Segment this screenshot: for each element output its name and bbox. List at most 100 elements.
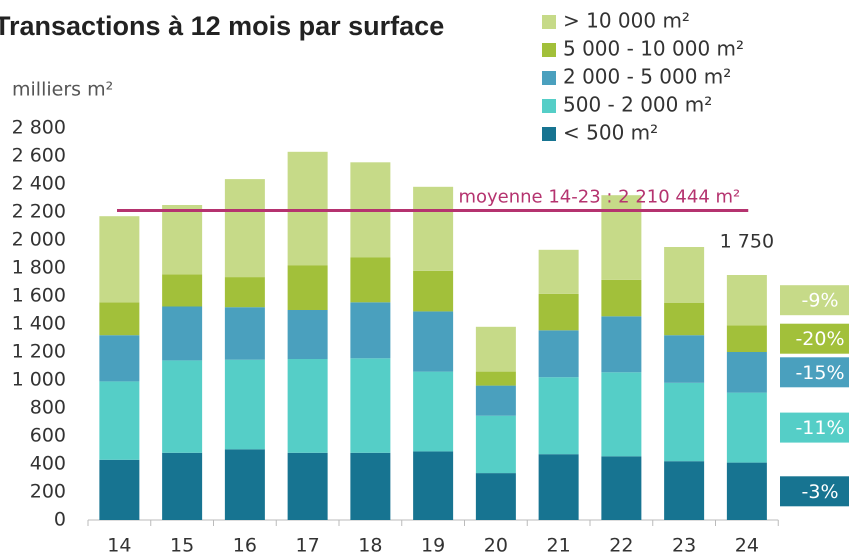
bar-segment xyxy=(726,275,767,326)
bar-segment xyxy=(162,306,203,361)
bar-segment xyxy=(99,335,140,382)
change-label: -9% xyxy=(802,290,839,312)
change-box xyxy=(780,476,849,507)
x-tick-label: 20 xyxy=(484,535,508,554)
bar-segment xyxy=(224,359,265,450)
bar-segment xyxy=(99,216,140,303)
y-tick-label: 0 xyxy=(54,509,66,531)
bar-segment xyxy=(162,360,203,453)
bar-segment xyxy=(538,249,579,294)
bar-segment xyxy=(99,459,140,520)
x-tick-label: 14 xyxy=(107,535,131,554)
x-tick-label: 16 xyxy=(233,535,257,554)
change-box xyxy=(780,323,849,354)
x-tick-label: 18 xyxy=(358,535,382,554)
y-tick-label: 2 000 xyxy=(12,229,66,251)
bar-segment xyxy=(224,179,265,278)
x-tick-label: 22 xyxy=(609,535,633,554)
bar-segment xyxy=(413,270,454,312)
bar-segment xyxy=(475,473,516,520)
y-tick-label: 1 000 xyxy=(12,369,66,391)
y-tick-label: 600 xyxy=(30,425,66,447)
bar-segment xyxy=(350,452,391,520)
bar-segment xyxy=(538,330,579,378)
bar-segment xyxy=(664,247,705,303)
bar-segment xyxy=(162,452,203,520)
bar-segment xyxy=(162,274,203,307)
y-tick-label: 200 xyxy=(30,481,66,503)
y-tick-label: 2 400 xyxy=(12,173,66,195)
total-label: 1 750 xyxy=(720,231,774,253)
bar-segment xyxy=(350,358,391,453)
legend-swatch xyxy=(542,43,556,57)
bar-segment xyxy=(538,377,579,455)
x-tick-label: 15 xyxy=(170,535,194,554)
bar-segment xyxy=(413,371,454,452)
bar-segment xyxy=(664,335,705,383)
y-tick-label: 1 200 xyxy=(12,341,66,363)
bar-segment xyxy=(726,462,767,520)
bar-segment xyxy=(664,303,705,336)
bar-segment xyxy=(287,151,328,266)
legend-swatch xyxy=(542,99,556,113)
bar-segment xyxy=(413,311,454,372)
bar-segment xyxy=(224,277,265,308)
y-tick-label: 800 xyxy=(30,397,66,419)
chart-title: Transactions à 12 mois par surface xyxy=(0,11,444,41)
bar-segment xyxy=(601,316,642,373)
change-box xyxy=(780,412,849,443)
bar-segment xyxy=(99,302,140,336)
y-tick-label: 1 400 xyxy=(12,313,66,335)
bar-segment xyxy=(287,359,328,453)
bar-segment xyxy=(538,454,579,520)
bar-segment xyxy=(287,310,328,359)
x-tick-label: 21 xyxy=(547,535,571,554)
y-tick-label: 400 xyxy=(30,453,66,475)
bar-segment xyxy=(601,195,642,280)
bar-segment xyxy=(475,371,516,386)
bar-segment xyxy=(601,456,642,520)
y-tick-label: 2 600 xyxy=(12,145,66,167)
legend-label: 2 000 - 5 000 m² xyxy=(563,65,731,89)
y-tick-label: 1 800 xyxy=(12,257,66,279)
bar-segment xyxy=(601,372,642,457)
bar-segment xyxy=(350,302,391,359)
bar-segment xyxy=(413,186,454,271)
bar-segment xyxy=(287,452,328,520)
bar-segment xyxy=(224,449,265,520)
bar-segment xyxy=(664,382,705,462)
bar-segment xyxy=(726,392,767,463)
bar-segment xyxy=(99,381,140,460)
change-label: -3% xyxy=(802,481,839,503)
bar-segment xyxy=(664,461,705,520)
x-tick-label: 24 xyxy=(735,535,759,554)
bar-segment xyxy=(162,205,203,275)
bar-segment xyxy=(601,279,642,317)
bar-segment xyxy=(287,265,328,310)
bar-segment xyxy=(538,293,579,331)
legend-label: > 10 000 m² xyxy=(563,9,690,33)
change-label: -20% xyxy=(795,328,844,350)
legend-swatch xyxy=(542,127,556,141)
change-box xyxy=(780,285,849,316)
bar-segment xyxy=(475,415,516,474)
legend-label: < 500 m² xyxy=(563,121,658,145)
bar-segment xyxy=(475,385,516,416)
y-tick-label: 1 600 xyxy=(12,285,66,307)
x-tick-label: 23 xyxy=(672,535,696,554)
average-label: moyenne 14-23 : 2 210 444 m² xyxy=(458,187,740,208)
legend-swatch xyxy=(542,15,556,29)
y-tick-label: 2 800 xyxy=(12,117,66,139)
legend-label: 5 000 - 10 000 m² xyxy=(563,37,744,61)
change-label: -15% xyxy=(795,362,844,384)
bar-segment xyxy=(726,325,767,352)
x-tick-label: 19 xyxy=(421,535,445,554)
x-tick-label: 17 xyxy=(296,535,320,554)
y-tick-label: 2 200 xyxy=(12,201,66,223)
bar-segment xyxy=(726,352,767,393)
change-label: -11% xyxy=(795,417,844,439)
bar-segment xyxy=(413,451,454,520)
legend-swatch xyxy=(542,71,556,85)
change-box xyxy=(780,357,849,388)
